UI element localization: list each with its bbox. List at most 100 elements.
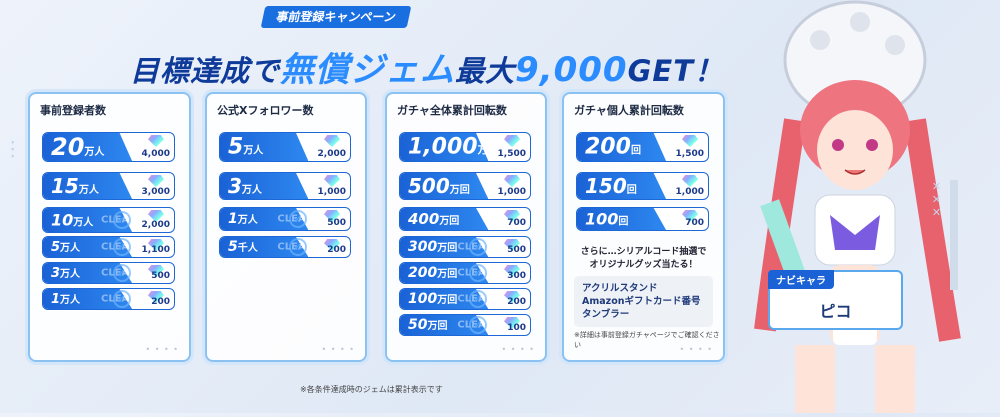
milestone-label: 100万回 — [408, 291, 457, 307]
milestone-label: 200万回 — [408, 265, 457, 281]
gem-amount: 500 — [327, 218, 346, 228]
decoration: • • • — [8, 140, 16, 159]
milestone-bar — [220, 173, 309, 199]
character-illustration — [735, 0, 1000, 413]
gem-amount: 200 — [151, 297, 170, 307]
milestone-unit: 万人 — [78, 185, 99, 196]
milestone-row: 20万人 4,000 — [42, 132, 175, 162]
gem-amount: 200 — [327, 245, 346, 255]
milestone-bar — [577, 133, 667, 161]
milestone-number: 200 — [585, 134, 631, 160]
milestone-unit: 回 — [626, 185, 637, 196]
check-icon: ✓ — [289, 238, 307, 256]
milestone-label: 1万人 — [228, 211, 258, 227]
milestone-unit: 万人 — [237, 215, 258, 226]
milestone-unit: 万人 — [60, 295, 81, 306]
milestone-row: 15万人 3,000 — [42, 172, 175, 200]
milestone-row: 1万人 CLEAR ✓ 200 — [42, 288, 175, 310]
milestone-label: 5万人 — [228, 135, 263, 160]
milestone-label: 3万人 — [51, 265, 80, 281]
panel-title: ガチャ個人累計回転数 — [574, 104, 684, 117]
milestone-label: 5万人 — [51, 239, 80, 255]
milestone-unit: 回 — [618, 216, 629, 228]
dots-decoration: • • • • — [679, 345, 713, 354]
milestone-row: 5万人 CLEAR ✓ 1,100 — [42, 236, 175, 258]
gem-amount: 4,000 — [141, 149, 170, 159]
footer-note: ※各条件達成時のジェムは累計表示です — [300, 385, 443, 394]
milestone-bar — [400, 237, 489, 257]
milestone-label: 3万人 — [228, 174, 262, 198]
milestone-label: 50万回 — [408, 317, 447, 333]
gem-icon — [148, 175, 164, 187]
milestone-bar — [43, 173, 133, 199]
title-amount: 9,000 — [515, 50, 628, 90]
milestone-row: 3万人 1,000 — [219, 172, 351, 200]
check-icon: ✓ — [112, 238, 131, 256]
gem-amount: 500 — [151, 271, 170, 281]
milestone-row: 3万人 CLEAR ✓ 500 — [42, 262, 175, 284]
milestone-label: 150回 — [585, 174, 637, 198]
milestone-unit: 万回 — [437, 243, 458, 254]
panel-3: ガチャ個人累計回転数 200回 1,500 150回 1,000 100回 70… — [562, 92, 725, 362]
milestone-label: 1万人 — [51, 291, 80, 307]
prize-item: Amazonギフトカード番号 — [582, 296, 701, 307]
milestone-label: 15万人 — [51, 174, 99, 198]
panel-1: 公式Xフォロワー数 5万人 2,000 3万人 1,000 1万人 CLEAR ✓… — [205, 92, 367, 362]
milestone-bar — [400, 315, 489, 335]
navi-tag: ナビキャラ — [768, 270, 834, 289]
milestone-bar — [220, 208, 309, 230]
milestone-number: 50 — [408, 317, 428, 333]
gem-amount: 100 — [507, 323, 526, 333]
milestone-unit: 万回 — [427, 321, 448, 332]
panel-title: ガチャ全体累計回転数 — [397, 104, 507, 117]
milestone-bar — [400, 208, 489, 230]
milestone-unit: 万人 — [73, 217, 94, 229]
milestone-row: 200万回 CLEAR ✓ 300 — [399, 262, 531, 284]
check-icon: ✓ — [112, 264, 131, 282]
milestone-row: 200回 1,500 — [576, 132, 709, 162]
milestone-number: 15 — [51, 174, 79, 198]
milestone-unit: 万人 — [84, 147, 105, 158]
milestone-unit: 万回 — [449, 185, 470, 196]
milestone-number: 200 — [408, 265, 438, 281]
dots-decoration: • • • • — [145, 345, 179, 354]
milestone-number: 5 — [51, 240, 61, 255]
gem-amount: 1,100 — [141, 245, 170, 255]
milestone-row: 100回 700 — [576, 207, 709, 231]
milestone-unit: 万人 — [243, 145, 264, 157]
milestone-unit: 千人 — [237, 243, 258, 254]
milestone-label: 20万人 — [51, 133, 104, 161]
milestone-unit: 万回 — [437, 269, 458, 280]
milestone-bar — [400, 263, 489, 283]
details-note: ※詳細は事前登録ガチャページでご確認ください — [574, 331, 720, 349]
milestone-number: 1,000 — [408, 134, 478, 160]
dots-decoration: • • • • — [501, 345, 535, 354]
gem-amount: 3,000 — [141, 187, 170, 197]
gem-icon — [504, 175, 520, 187]
milestone-bar — [577, 208, 667, 230]
panel-title: 事前登録者数 — [40, 104, 106, 117]
milestone-number: 500 — [408, 174, 450, 198]
milestone-row: 5万人 2,000 — [219, 132, 351, 162]
milestone-number: 3 — [51, 266, 61, 281]
gem-amount: 300 — [507, 271, 526, 281]
milestone-row: 1,000万回 1,500 — [399, 132, 531, 162]
milestone-unit: 万人 — [60, 269, 81, 280]
check-icon: ✓ — [469, 316, 487, 334]
milestone-bar — [220, 133, 309, 161]
serial-line: オリジナルグッズ当たる！ — [589, 260, 698, 270]
milestone-number: 150 — [585, 174, 627, 198]
gem-icon — [324, 175, 340, 187]
milestone-row: 400万回 700 — [399, 207, 531, 231]
gem-icon — [148, 135, 164, 147]
title-part: 目標達成で — [130, 54, 281, 88]
milestone-unit: 万回 — [477, 145, 498, 157]
milestone-number: 300 — [408, 239, 438, 255]
gem-icon — [682, 135, 698, 147]
gem-amount: 500 — [507, 245, 526, 255]
gem-amount: 1,000 — [317, 187, 346, 197]
gem-icon — [504, 135, 520, 147]
gem-icon — [682, 175, 698, 187]
milestone-label: 200回 — [585, 135, 641, 160]
serial-line: さらに…シリアルコード抽選で — [580, 247, 707, 257]
